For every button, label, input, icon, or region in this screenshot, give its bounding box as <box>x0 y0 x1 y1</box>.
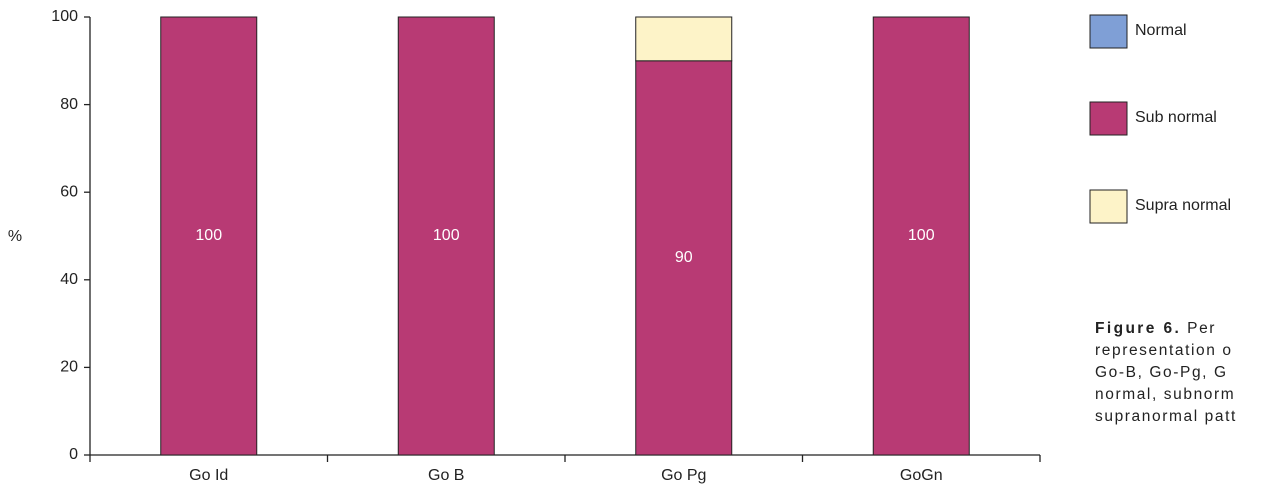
caption-line: normal, subnorm <box>1095 386 1236 403</box>
legend-swatch <box>1089 14 1128 49</box>
x-tick-label: GoGn <box>900 467 943 484</box>
legend-swatch <box>1089 101 1128 136</box>
y-axis-label: % <box>8 228 22 245</box>
caption-line: representation o <box>1095 342 1233 359</box>
y-tick-label: 40 <box>60 271 78 288</box>
x-tick-label: Go Pg <box>661 467 706 484</box>
bar-segment <box>635 60 733 456</box>
data-label: 100 <box>433 227 460 244</box>
caption: Figure 6. Per representation o Go-B, Go-… <box>1095 318 1237 428</box>
legend-label: Normal <box>1135 22 1187 39</box>
legend-label: Supra normal <box>1135 197 1231 214</box>
caption-line: supranormal patt <box>1095 408 1237 425</box>
y-tick-label: 100 <box>51 8 78 25</box>
y-tick-label: 0 <box>69 446 78 463</box>
x-tick-label: Go B <box>428 467 464 484</box>
bar-segment <box>397 16 495 456</box>
bar-segment <box>635 16 733 62</box>
data-label: 100 <box>908 227 935 244</box>
legend-label: Sub normal <box>1135 109 1217 126</box>
data-label: 90 <box>675 249 693 266</box>
y-tick-label: 20 <box>60 359 78 376</box>
data-label: 100 <box>195 227 222 244</box>
caption-line: Per <box>1187 320 1217 337</box>
y-tick-label: 80 <box>60 96 78 113</box>
x-tick-label: Go Id <box>189 467 228 484</box>
bar-segment <box>872 16 970 456</box>
caption-line: Go-B, Go-Pg, G <box>1095 364 1228 381</box>
caption-title: Figure 6. <box>1095 320 1182 337</box>
bar-segment <box>160 16 258 456</box>
y-tick-label: 60 <box>60 183 78 200</box>
legend-swatch <box>1089 189 1128 224</box>
